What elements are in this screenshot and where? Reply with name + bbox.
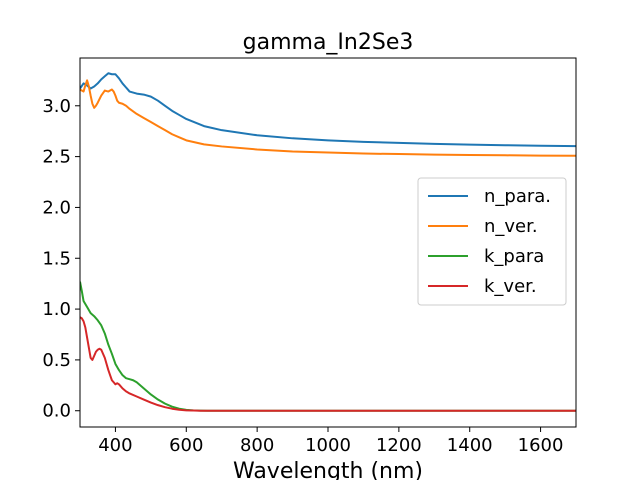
legend-label-2: k_para [484, 246, 544, 267]
x-tick-label: 1600 [518, 435, 564, 456]
legend-label-3: k_ver. [484, 276, 537, 297]
series-line-3 [80, 316, 576, 412]
legend-label-1: n_ver. [484, 216, 538, 237]
plot-area [79, 57, 577, 428]
legend: n_para. n_ver. k_para k_ver. [417, 177, 567, 306]
y-tick-label: 1.5 [42, 248, 71, 269]
y-tick-label: 1.0 [42, 299, 71, 320]
y-tick-label: 2.0 [42, 197, 71, 218]
series-line-1 [80, 79, 576, 157]
chart-title: gamma_In2Se3 [243, 30, 414, 55]
y-tick-label: 3.0 [42, 96, 71, 117]
legend-box [417, 177, 567, 306]
series-line-0 [80, 72, 576, 148]
x-tick-label: 600 [169, 435, 203, 456]
x-tick-label: 1200 [376, 435, 422, 456]
x-tick-label: 1400 [447, 435, 493, 456]
legend-label-0: n_para. [484, 186, 551, 207]
y-tick-label: 2.5 [42, 147, 71, 168]
x-tick-label: 400 [98, 435, 132, 456]
y-axis: 0.0 0.5 1.0 1.5 2.0 2.5 3.0 [42, 96, 80, 422]
x-axis-label: Wavelength (nm) [233, 459, 423, 480]
y-tick-label: 0.5 [42, 350, 71, 371]
x-tick-label: 1000 [305, 435, 351, 456]
x-axis: 400 600 800 1000 1200 1400 1600 [98, 427, 563, 456]
x-tick-label: 800 [240, 435, 274, 456]
y-tick-label: 0.0 [42, 401, 71, 422]
series-layer [80, 72, 576, 412]
